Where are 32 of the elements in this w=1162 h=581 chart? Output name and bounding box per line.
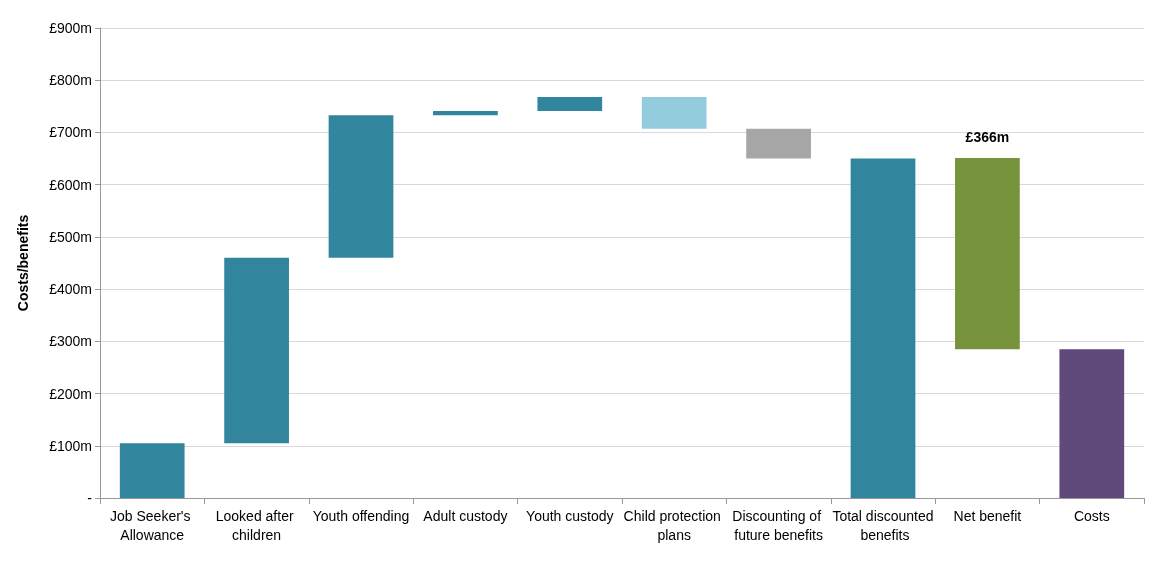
y-tick-label: - <box>87 490 93 506</box>
x-tick-label: Child protection plans <box>623 507 725 543</box>
x-tick-label: Job Seeker's Allowance <box>110 507 195 543</box>
bar <box>1059 349 1125 498</box>
data-label: £366m <box>965 129 1010 146</box>
y-tick-label: £900m <box>49 20 92 36</box>
bar <box>850 158 916 498</box>
x-tick-label: Youth custody <box>526 507 614 524</box>
bar <box>746 128 811 159</box>
x-tick-label: Youth offending <box>312 507 410 524</box>
x-tick-label: Costs <box>1073 507 1110 524</box>
y-tick-label: £500m <box>49 228 92 245</box>
y-tick-label: £400m <box>49 281 92 298</box>
y-axis-title: Costs/benefits <box>15 214 31 312</box>
bar <box>537 96 603 112</box>
bar <box>955 158 1020 350</box>
y-tick-label: £700m <box>49 124 92 141</box>
y-tick-label: £300m <box>49 333 92 350</box>
y-tick-label: £100m <box>49 437 92 454</box>
x-tick-label: Total discounted benefits <box>832 507 934 543</box>
y-tick-label: £600m <box>49 176 92 193</box>
bar <box>328 115 394 258</box>
x-tick-label: Discounting of future benefits <box>732 507 825 543</box>
x-tick-label: Looked after children <box>215 507 298 543</box>
x-tick-label: Adult custody <box>423 507 508 524</box>
bar <box>433 111 498 116</box>
bar <box>641 96 707 129</box>
y-tick-label: £800m <box>49 72 92 89</box>
x-tick-label: Net benefit <box>953 507 1022 524</box>
bar <box>224 257 289 444</box>
bar <box>119 443 185 498</box>
y-tick-label: £200m <box>49 385 92 402</box>
